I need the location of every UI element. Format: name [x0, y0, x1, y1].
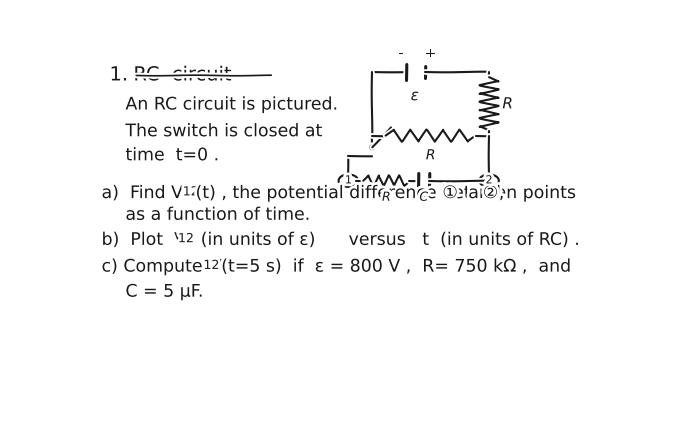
- Text: b)  Plot  V: b) Plot V: [101, 231, 186, 249]
- Text: c) Compute   V: c) Compute V: [101, 258, 232, 276]
- Text: (in units of ε)      versus   t  (in units of RC) .: (in units of ε) versus t (in units of RC…: [190, 231, 580, 249]
- Text: C: C: [419, 191, 428, 204]
- Text: An RC circuit is pictured.: An RC circuit is pictured.: [125, 95, 339, 114]
- Text: and: and: [457, 184, 501, 202]
- Text: 1.: 1.: [110, 66, 128, 85]
- Text: C = 5 μF.: C = 5 μF.: [125, 283, 203, 301]
- Text: R: R: [382, 191, 390, 204]
- Text: as a function of time.: as a function of time.: [125, 206, 311, 224]
- Text: (t=5 s)  if  ε = 800 V ,  R= 750 kΩ ,  and: (t=5 s) if ε = 800 V , R= 750 kΩ , and: [216, 258, 571, 276]
- Text: 1: 1: [345, 175, 352, 185]
- Text: (t) , the potential difference between points: (t) , the potential difference between p…: [195, 184, 578, 202]
- Text: 12: 12: [203, 259, 219, 272]
- Text: 12: 12: [178, 232, 194, 245]
- Text: ①: ①: [443, 184, 458, 202]
- Text: time  t=0 .: time t=0 .: [125, 146, 219, 164]
- Text: ε: ε: [410, 88, 419, 103]
- Text: +: +: [425, 46, 436, 60]
- Text: R: R: [502, 96, 513, 112]
- Text: 12: 12: [183, 185, 199, 198]
- Text: a)  Find V: a) Find V: [101, 184, 183, 202]
- Text: The switch is closed at: The switch is closed at: [125, 122, 323, 140]
- Text: ,: ,: [493, 184, 504, 202]
- Text: R: R: [426, 148, 436, 162]
- Text: -: -: [399, 46, 403, 60]
- Text: ②: ②: [483, 184, 499, 202]
- Text: RC  circuit: RC circuit: [134, 66, 232, 85]
- Text: 2: 2: [486, 175, 493, 185]
